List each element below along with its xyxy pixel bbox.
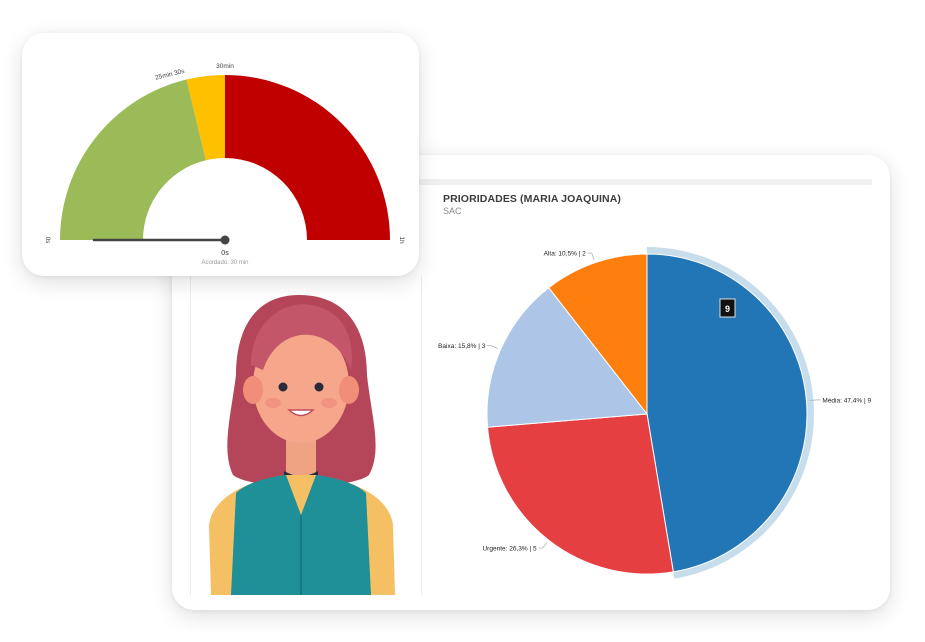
gauge-footer-label: Acordado: 30 min [201, 260, 248, 266]
pie-chart: Média: 47,4% | 9 Urgente: 26,3% | 5 Baixa:… [438, 247, 871, 579]
gauge-max-label: 1h [398, 236, 405, 244]
pie-slice-baixa[interactable] [486, 287, 648, 428]
card-header-strip [192, 179, 872, 185]
tooltip: 9 [719, 298, 736, 318]
gauge-value-label: 0s [221, 250, 229, 257]
gauge-band-3 [225, 75, 390, 240]
gauge-band-1 [60, 79, 206, 240]
pie-slice-urgente[interactable] [487, 413, 674, 575]
pie-label-connector-media [809, 399, 821, 401]
pie-label-alta: Alta: 10,5% | 2 [544, 251, 587, 258]
pie-label-media: Média: 47,4% | 9 [822, 397, 871, 404]
gauge-chart: 0s 1h 25min 30s 30min 0s Acordado: 30 min [44, 63, 405, 266]
gauge-chart-card: 0s 1h 25min 30s 30min 0s Acordado: 30 min [22, 33, 419, 276]
pie-slice-alta[interactable] [548, 253, 648, 416]
gauge-needle-pivot [220, 235, 230, 245]
chart-title: PRIORIDADES (MARIA JOAQUINA) [443, 193, 621, 205]
pie-label-urgente: Urgente: 26,3% | 5 [482, 546, 536, 553]
chart-subtitle: SAC [443, 206, 462, 216]
avatar-panel [190, 275, 422, 595]
pie-chart-card: PRIORIDADES (MARIA JOAQUINA) SAC Média: … [172, 155, 890, 610]
pie-slice-media[interactable] [646, 253, 808, 573]
pie-label-connector-baixa [487, 345, 498, 349]
gauge-band-2 [186, 75, 225, 161]
gauge-min-label: 0s [44, 237, 51, 245]
pie-label-connector-urgente [538, 542, 548, 549]
gauge-threshold-label-1: 25min 30s [155, 68, 187, 82]
tooltip-box [719, 298, 736, 318]
pie-label-baixa: Baixa: 15,8% | 3 [438, 343, 486, 350]
gauge-threshold-label-2: 30min [216, 63, 234, 70]
pie-label-connector-alta [587, 252, 595, 260]
tooltip-value: 9 [725, 304, 730, 314]
woman-avatar-illustration [209, 295, 395, 595]
